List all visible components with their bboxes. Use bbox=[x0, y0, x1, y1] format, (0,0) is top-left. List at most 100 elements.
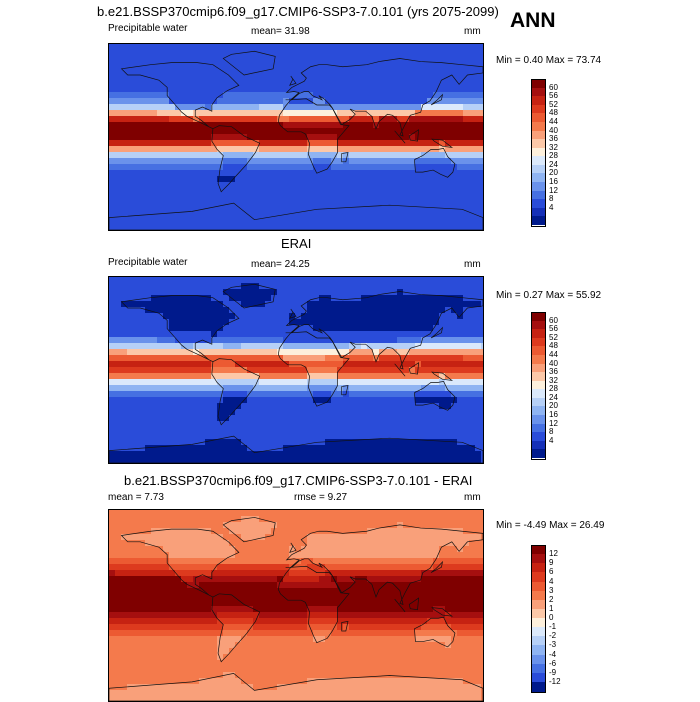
field-cell bbox=[163, 301, 170, 308]
field-cell bbox=[151, 582, 158, 589]
field-cell bbox=[253, 349, 260, 356]
field-cell bbox=[379, 134, 386, 141]
field-cell bbox=[241, 62, 248, 69]
field-cell bbox=[151, 116, 158, 123]
field-cell bbox=[433, 206, 440, 213]
field-cell bbox=[331, 594, 338, 601]
field-cell bbox=[157, 343, 164, 350]
field-cell bbox=[439, 277, 446, 284]
field-cell bbox=[175, 319, 182, 326]
field-cell bbox=[163, 176, 170, 183]
field-cell bbox=[175, 307, 182, 314]
field-cell bbox=[319, 319, 326, 326]
field-cell bbox=[433, 188, 440, 195]
field-cell bbox=[349, 194, 356, 201]
field-cell bbox=[457, 277, 464, 284]
field-cell bbox=[181, 98, 188, 105]
field-cell bbox=[301, 176, 308, 183]
field-cell bbox=[205, 600, 212, 607]
field-cell bbox=[439, 576, 446, 583]
field-cell bbox=[433, 349, 440, 356]
field-cell bbox=[175, 331, 182, 338]
field-cell bbox=[415, 295, 422, 302]
field-cell bbox=[115, 277, 122, 284]
field-cell bbox=[235, 367, 242, 374]
field-cell bbox=[289, 289, 296, 296]
field-cell bbox=[421, 295, 428, 302]
field-cell bbox=[349, 415, 356, 422]
field-cell bbox=[391, 439, 398, 446]
field-cell bbox=[151, 44, 158, 51]
field-cell bbox=[319, 56, 326, 63]
field-cell bbox=[457, 379, 464, 386]
field-cell bbox=[319, 307, 326, 314]
field-cell bbox=[229, 92, 236, 99]
field-cell bbox=[109, 188, 116, 195]
field-cell bbox=[301, 152, 308, 159]
field-cell bbox=[463, 564, 470, 571]
field-cell bbox=[337, 122, 344, 129]
field-cell bbox=[199, 176, 206, 183]
field-cell bbox=[181, 427, 188, 434]
field-cell bbox=[301, 122, 308, 129]
field-cell bbox=[433, 427, 440, 434]
field-cell bbox=[349, 397, 356, 404]
field-cell bbox=[151, 433, 158, 440]
field-cell bbox=[253, 206, 260, 213]
field-cell bbox=[463, 164, 470, 171]
field-cell bbox=[451, 289, 458, 296]
field-cell bbox=[235, 343, 242, 350]
field-cell bbox=[229, 325, 236, 332]
field-cell bbox=[421, 367, 428, 374]
field-cell bbox=[463, 451, 470, 458]
field-cell bbox=[151, 182, 158, 189]
field-cell bbox=[283, 122, 290, 129]
field-cell bbox=[319, 68, 326, 75]
field-cell bbox=[187, 325, 194, 332]
field-cell bbox=[421, 283, 428, 290]
field-cell bbox=[367, 170, 374, 177]
field-cell bbox=[427, 206, 434, 213]
field-cell bbox=[355, 403, 362, 410]
field-cell bbox=[289, 68, 296, 75]
field-cell bbox=[301, 373, 308, 380]
field-cell bbox=[433, 522, 440, 529]
field-cell bbox=[163, 80, 170, 87]
field-cell bbox=[259, 391, 266, 398]
field-cell bbox=[181, 558, 188, 565]
field-cell bbox=[109, 200, 116, 207]
field-cell bbox=[457, 397, 464, 404]
field-cell bbox=[391, 534, 398, 541]
field-cell bbox=[265, 433, 272, 440]
field-cell bbox=[331, 128, 338, 135]
field-cell bbox=[277, 224, 284, 230]
field-cell bbox=[421, 546, 428, 553]
field-cell bbox=[283, 295, 290, 302]
field-cell bbox=[481, 522, 483, 529]
field-cell bbox=[205, 445, 212, 452]
field-cell bbox=[169, 439, 176, 446]
field-cell bbox=[229, 134, 236, 141]
field-cell bbox=[481, 56, 483, 63]
field-cell bbox=[313, 194, 320, 201]
field-cell bbox=[367, 391, 374, 398]
field-cell bbox=[259, 594, 266, 601]
field-cell bbox=[163, 558, 170, 565]
field-cell bbox=[361, 176, 368, 183]
field-cell bbox=[277, 594, 284, 601]
field-cell bbox=[295, 361, 302, 368]
field-cell bbox=[373, 325, 380, 332]
field-cell bbox=[223, 110, 230, 117]
field-cell bbox=[373, 343, 380, 350]
field-cell bbox=[139, 355, 146, 362]
field-cell bbox=[301, 445, 308, 452]
colorbar-label: 4 bbox=[549, 437, 553, 445]
field-cell bbox=[127, 331, 134, 338]
field-cell bbox=[271, 74, 278, 81]
field-cell bbox=[289, 206, 296, 213]
field-cell bbox=[157, 182, 164, 189]
field-cell bbox=[343, 564, 350, 571]
field-cell bbox=[199, 558, 206, 565]
field-cell bbox=[403, 403, 410, 410]
field-cell bbox=[349, 224, 356, 230]
